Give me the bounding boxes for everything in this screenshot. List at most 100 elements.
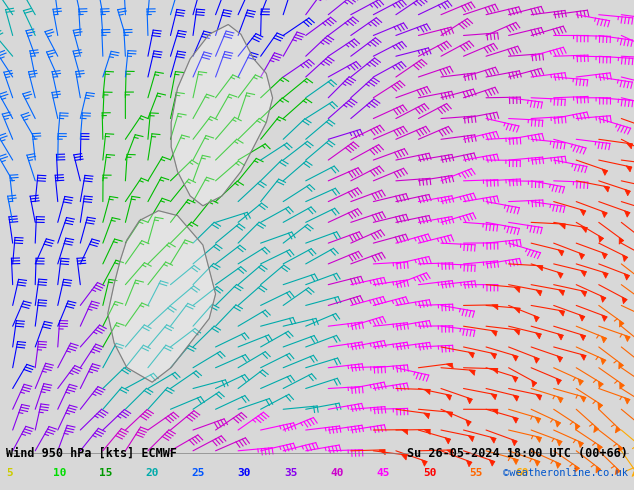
Polygon shape <box>469 370 475 375</box>
Polygon shape <box>619 320 624 327</box>
Polygon shape <box>422 460 427 466</box>
Polygon shape <box>401 430 408 435</box>
Polygon shape <box>602 272 608 278</box>
Polygon shape <box>557 396 563 403</box>
Polygon shape <box>580 354 586 360</box>
Polygon shape <box>424 390 430 394</box>
Text: ©weatheronline.co.uk: ©weatheronline.co.uk <box>503 468 628 478</box>
Text: 45: 45 <box>377 468 390 478</box>
Polygon shape <box>623 255 628 262</box>
Polygon shape <box>624 335 630 342</box>
Polygon shape <box>559 224 566 229</box>
Polygon shape <box>578 441 583 447</box>
Polygon shape <box>379 450 385 455</box>
Polygon shape <box>556 378 561 385</box>
Polygon shape <box>559 290 564 295</box>
Polygon shape <box>513 458 518 465</box>
Polygon shape <box>559 310 564 316</box>
Polygon shape <box>492 368 498 374</box>
Polygon shape <box>624 211 630 217</box>
Polygon shape <box>624 397 630 404</box>
Polygon shape <box>600 358 606 365</box>
Polygon shape <box>579 253 585 259</box>
Polygon shape <box>598 236 604 243</box>
Polygon shape <box>171 24 273 206</box>
Polygon shape <box>581 227 587 233</box>
Polygon shape <box>424 413 430 418</box>
Polygon shape <box>512 355 518 361</box>
Polygon shape <box>615 468 620 474</box>
Polygon shape <box>581 270 586 276</box>
Polygon shape <box>491 353 496 359</box>
Polygon shape <box>108 211 216 382</box>
Polygon shape <box>619 362 623 369</box>
Polygon shape <box>615 426 620 433</box>
Polygon shape <box>469 352 474 358</box>
Polygon shape <box>619 382 624 389</box>
Polygon shape <box>580 209 586 216</box>
Polygon shape <box>446 394 451 400</box>
Polygon shape <box>534 357 539 363</box>
Text: 35: 35 <box>284 468 297 478</box>
Polygon shape <box>534 316 539 322</box>
Text: 15: 15 <box>99 468 112 478</box>
Polygon shape <box>575 466 579 472</box>
Polygon shape <box>575 423 579 430</box>
Polygon shape <box>596 466 600 473</box>
Polygon shape <box>536 436 541 442</box>
Polygon shape <box>446 412 453 417</box>
Polygon shape <box>514 308 520 313</box>
Polygon shape <box>579 315 585 321</box>
Text: 40: 40 <box>330 468 344 478</box>
Polygon shape <box>401 454 407 460</box>
Polygon shape <box>626 166 631 172</box>
Polygon shape <box>492 409 498 415</box>
Polygon shape <box>558 250 564 256</box>
Polygon shape <box>600 295 605 302</box>
Polygon shape <box>491 394 497 400</box>
Polygon shape <box>602 315 607 321</box>
Polygon shape <box>593 426 598 433</box>
Polygon shape <box>557 440 562 446</box>
Polygon shape <box>557 272 563 278</box>
Polygon shape <box>491 330 497 336</box>
Polygon shape <box>469 436 474 441</box>
Polygon shape <box>581 291 586 296</box>
Polygon shape <box>619 238 624 244</box>
Polygon shape <box>467 460 472 467</box>
Polygon shape <box>557 356 562 362</box>
Polygon shape <box>624 190 630 196</box>
Polygon shape <box>492 305 498 310</box>
Text: Su 26-05-2024 18:00 UTC (00+66): Su 26-05-2024 18:00 UTC (00+66) <box>407 446 628 460</box>
Polygon shape <box>555 420 560 427</box>
Polygon shape <box>601 336 607 343</box>
Polygon shape <box>578 379 583 386</box>
Polygon shape <box>622 297 627 304</box>
Polygon shape <box>602 252 607 259</box>
Polygon shape <box>446 364 453 368</box>
Text: 25: 25 <box>191 468 205 478</box>
Polygon shape <box>598 444 602 451</box>
Polygon shape <box>626 143 633 149</box>
Polygon shape <box>537 266 543 271</box>
Text: 10: 10 <box>53 468 66 478</box>
Polygon shape <box>532 380 536 387</box>
Polygon shape <box>536 333 541 339</box>
Polygon shape <box>602 211 607 218</box>
Polygon shape <box>580 396 586 402</box>
Polygon shape <box>445 438 451 444</box>
Polygon shape <box>490 437 496 443</box>
Polygon shape <box>632 470 634 476</box>
Text: 30: 30 <box>238 468 251 478</box>
Polygon shape <box>536 394 541 400</box>
Polygon shape <box>467 397 472 404</box>
Polygon shape <box>514 329 520 335</box>
Text: 50: 50 <box>423 468 436 478</box>
Polygon shape <box>624 273 630 280</box>
Polygon shape <box>512 417 518 423</box>
Polygon shape <box>489 460 495 466</box>
Text: 20: 20 <box>145 468 158 478</box>
Polygon shape <box>514 287 520 293</box>
Polygon shape <box>536 290 542 296</box>
Polygon shape <box>558 334 563 340</box>
